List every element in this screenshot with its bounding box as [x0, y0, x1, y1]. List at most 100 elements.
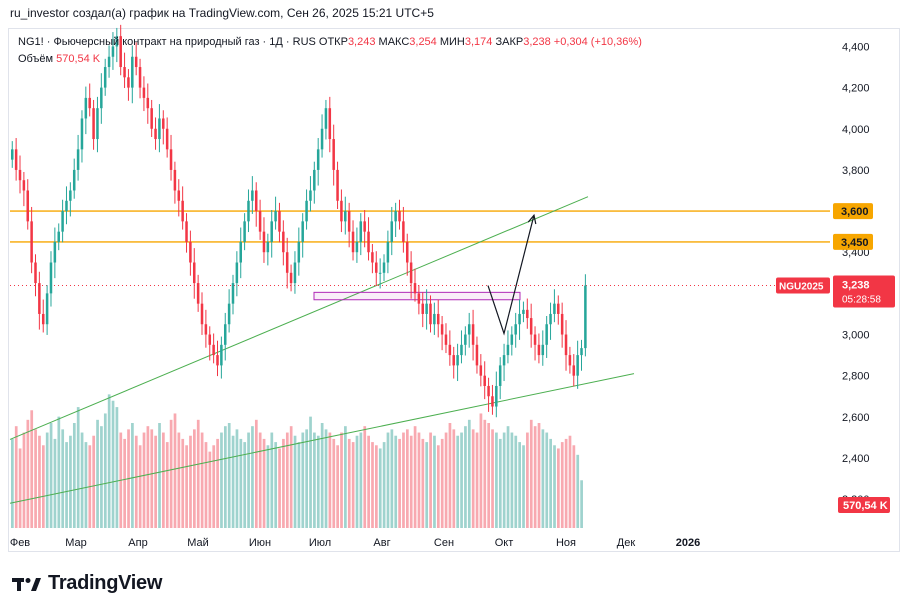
- volume-bar: [251, 426, 254, 528]
- candle-body: [324, 108, 328, 129]
- candle: [584, 274, 587, 357]
- candle-body: [26, 190, 30, 222]
- candle: [142, 76, 146, 112]
- candle: [251, 176, 254, 214]
- candle: [293, 251, 297, 294]
- candle: [285, 237, 289, 289]
- volume-bar: [278, 448, 281, 528]
- volume-bar: [313, 432, 316, 528]
- volume-bar: [320, 423, 324, 528]
- publisher-line: ru_investor создал(а) график на TradingV…: [10, 6, 434, 20]
- candle: [185, 213, 188, 253]
- candle: [359, 213, 363, 256]
- candle-body: [285, 252, 289, 273]
- candle-body: [235, 262, 239, 284]
- candle-body: [351, 231, 355, 253]
- volume-bar: [177, 432, 181, 528]
- candle: [258, 199, 262, 240]
- volume-bar: [413, 426, 417, 528]
- forecast-arrowhead: [527, 213, 537, 225]
- candle-body: [313, 169, 316, 191]
- volume-bar: [61, 429, 65, 528]
- candle-body: [297, 241, 301, 263]
- candle: [227, 289, 231, 333]
- volume-bar: [487, 423, 491, 528]
- candle-body: [57, 231, 60, 242]
- y-tick-label: 4,200: [842, 83, 870, 95]
- candle-body: [471, 324, 475, 345]
- volume-bar: [502, 432, 506, 528]
- candle: [49, 251, 53, 307]
- candle-body: [142, 87, 146, 98]
- candle-body: [158, 118, 161, 140]
- volume-bar: [386, 432, 390, 528]
- volume-bar: [111, 400, 115, 528]
- candle: [421, 292, 425, 328]
- candle-body: [45, 293, 49, 325]
- candle-body: [274, 211, 277, 222]
- volume-bar: [158, 423, 161, 528]
- candle-body: [456, 355, 459, 366]
- volume-bar: [45, 432, 49, 528]
- candle: [138, 58, 142, 99]
- candle: [313, 161, 316, 204]
- candle: [80, 110, 84, 163]
- volume-bar: [53, 438, 57, 528]
- volume-bar: [549, 438, 552, 528]
- candle: [177, 179, 181, 217]
- candle: [100, 73, 103, 124]
- candle-body: [398, 211, 401, 222]
- candle: [375, 251, 378, 286]
- volume-bar: [347, 438, 351, 528]
- volume-bar: [533, 426, 537, 528]
- candle: [560, 302, 564, 348]
- candle-body: [417, 293, 421, 304]
- volume-bar: [545, 432, 549, 528]
- volume-bar: [38, 435, 41, 528]
- candle-body: [537, 344, 541, 356]
- candle-body: [111, 46, 115, 57]
- volume-bar: [340, 432, 343, 528]
- y-tick-label: 2,400: [842, 453, 870, 465]
- tradingview-logo[interactable]: TradingView: [12, 572, 162, 595]
- volume-bar: [479, 413, 483, 528]
- candle: [146, 83, 150, 124]
- volume-bar: [475, 432, 479, 528]
- candle: [65, 186, 68, 225]
- candle: [200, 292, 204, 335]
- volume-bar: [498, 438, 502, 528]
- volume-bar: [30, 410, 34, 528]
- candle: [57, 223, 60, 251]
- candle: [134, 42, 138, 76]
- forecast-path: [487, 215, 535, 336]
- volume-bar: [123, 438, 127, 528]
- candle: [193, 248, 196, 299]
- volume-bar: [495, 432, 498, 528]
- candle: [405, 233, 409, 276]
- candle-body: [289, 272, 293, 284]
- candle: [467, 312, 471, 348]
- candle: [53, 227, 57, 279]
- candle: [282, 220, 285, 266]
- volume-bar: [131, 423, 134, 528]
- candle: [541, 330, 545, 366]
- last-price-value: 3,238: [842, 280, 870, 292]
- volume-bar: [464, 426, 467, 528]
- volume-bar: [572, 445, 576, 528]
- candle: [131, 45, 134, 104]
- x-tick-label: Июл: [309, 537, 331, 549]
- volume-bar: [212, 445, 216, 528]
- high-value: 3,254: [409, 36, 437, 48]
- candle-body: [382, 262, 386, 273]
- y-tick-label: 4,400: [842, 41, 870, 53]
- candle: [239, 227, 242, 279]
- volume-bar: [262, 438, 266, 528]
- candle-body: [557, 303, 560, 314]
- candle-body: [367, 231, 370, 253]
- candle: [440, 316, 444, 351]
- candle: [88, 83, 91, 117]
- chart-legend: NG1! · Фьючерсный контракт на природный …: [18, 36, 642, 48]
- volume-bar: [328, 432, 332, 528]
- candle-body: [146, 97, 150, 109]
